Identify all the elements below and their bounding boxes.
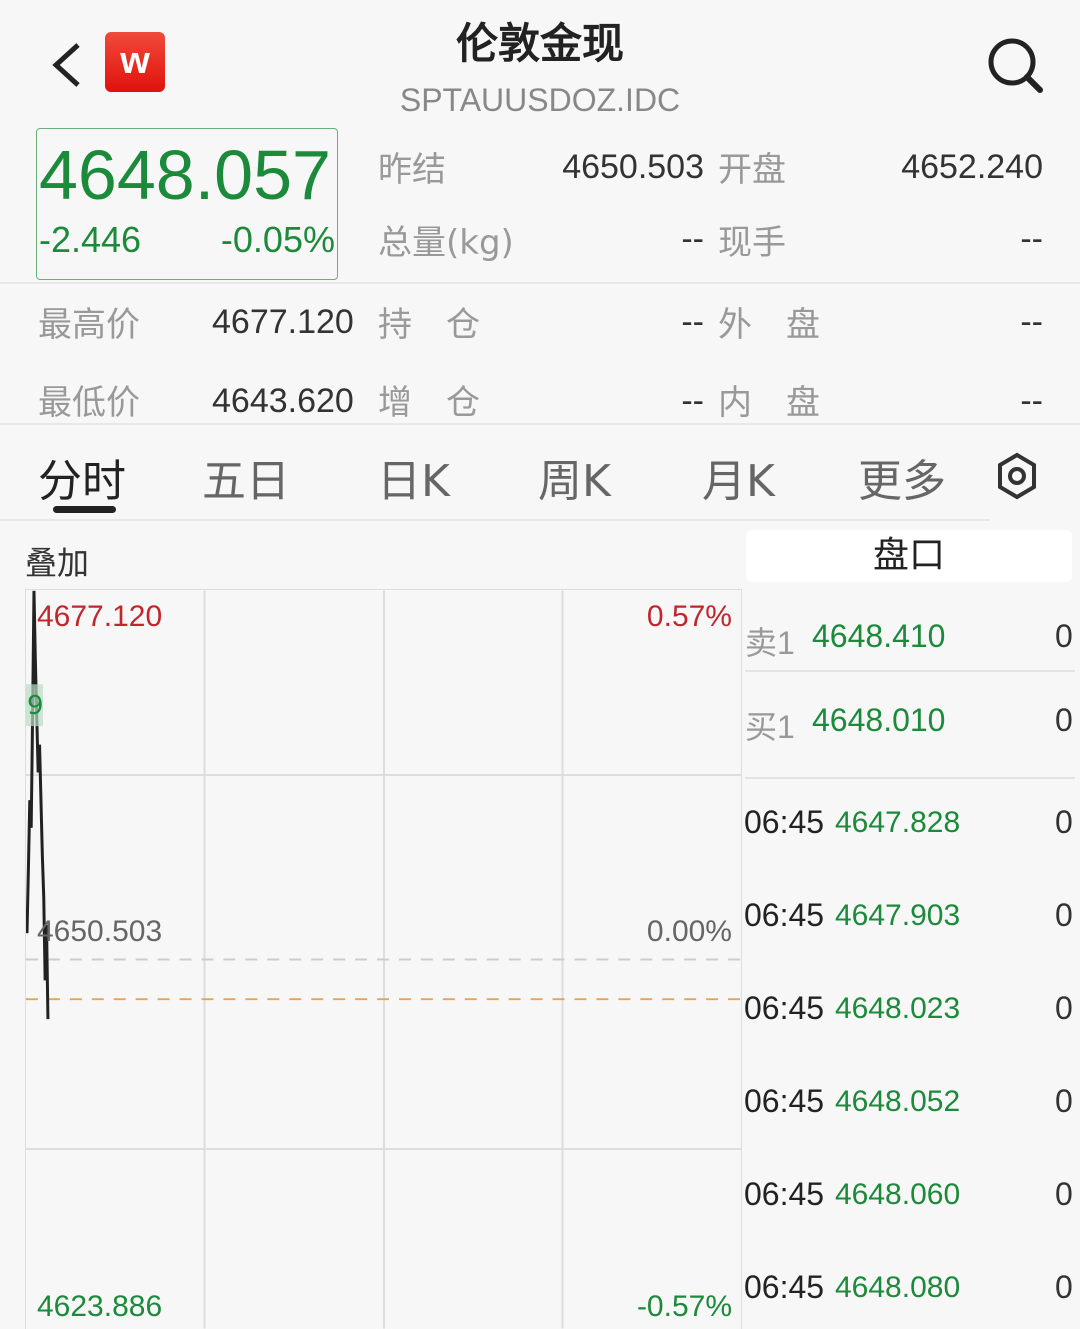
tab-intraday[interactable]: 分时 (38, 456, 126, 507)
field-label: 持 仓 (378, 305, 480, 345)
field-value: 4650.503 (562, 148, 704, 186)
divider (745, 670, 1075, 672)
trade-price: 4648.052 (835, 1085, 961, 1118)
field-value: 4677.120 (212, 303, 354, 341)
trade-time: 06:45 (744, 1269, 825, 1305)
price-change-pct: -0.05% (220, 219, 335, 260)
field-label: 最高价 (38, 305, 140, 345)
tab-daily-k[interactable]: 日K (377, 456, 450, 507)
price-change: -2.446 (39, 219, 142, 260)
trade-volume: 0 (1055, 897, 1073, 933)
trade-price: 4647.903 (835, 899, 961, 932)
orderbook-level-price: 4648.010 (812, 702, 946, 738)
field-value: 4643.620 (212, 382, 354, 420)
search-icon[interactable] (985, 35, 1045, 95)
trade-volume: 0 (1055, 1083, 1073, 1119)
trade-volume: 0 (1055, 804, 1073, 840)
orderbook-level-volume: 0 (1055, 702, 1073, 738)
trade-time: 06:45 (744, 897, 825, 933)
field-value: 4652.240 (901, 148, 1043, 186)
back-icon[interactable] (48, 40, 88, 90)
orderbook-header[interactable]: 盘口 (746, 530, 1072, 582)
price-line (26, 590, 50, 1020)
divider (0, 519, 990, 521)
divider (0, 423, 1080, 425)
tab-weekly-k[interactable]: 周K (538, 456, 611, 507)
y-mid-label: 4650.503 (37, 915, 163, 948)
field-label: 内 盘 (718, 383, 820, 423)
instrument-code: SPTAUUSDOZ.IDC (399, 82, 681, 118)
field-value: -- (681, 303, 704, 341)
field-value: -- (681, 382, 704, 420)
trade-volume: 0 (1055, 990, 1073, 1026)
field-label: 外 盘 (718, 305, 820, 345)
trade-volume: 0 (1055, 1269, 1073, 1305)
settings-icon[interactable] (995, 452, 1039, 500)
price-box: 4648.057 -2.446 -0.05% (36, 128, 338, 280)
orderbook-level-volume: 0 (1055, 618, 1073, 654)
tab-monthly-k[interactable]: 月K (702, 456, 775, 507)
divider (0, 282, 1080, 284)
last-price: 4648.057 (39, 136, 331, 214)
field-label: 开盘 (718, 150, 786, 190)
page-title: 伦敦金现 (455, 19, 624, 68)
pct-min-label: -0.57% (636, 1290, 732, 1323)
field-label: 总量(kg) (378, 223, 514, 263)
tab-five-day[interactable]: 五日 (202, 456, 290, 507)
field-value: -- (1020, 303, 1043, 341)
overlay-button[interactable]: 叠加 (25, 544, 90, 582)
tab-more[interactable]: 更多 (858, 456, 946, 507)
marker-text: 9 (27, 691, 43, 721)
trade-volume: 0 (1055, 1176, 1073, 1212)
y-min-label: 4623.886 (37, 1290, 163, 1323)
trade-time: 06:45 (744, 990, 825, 1026)
trade-price: 4647.828 (835, 806, 961, 839)
app-logo: w (105, 32, 165, 92)
orderbook-level-price: 4648.410 (812, 618, 946, 654)
field-label: 最低价 (38, 383, 140, 423)
pct-max-label: 0.57% (646, 600, 732, 633)
intraday-chart: 9 (25, 589, 742, 1329)
field-value: -- (1020, 220, 1043, 258)
field-label: 昨结 (378, 150, 446, 190)
trade-time: 06:45 (744, 1083, 825, 1119)
field-label: 增 仓 (378, 383, 480, 423)
divider (745, 777, 1075, 779)
y-max-label: 4677.120 (37, 600, 163, 633)
trade-price: 4648.080 (835, 1271, 961, 1304)
field-label: 现手 (718, 223, 786, 263)
trade-time: 06:45 (744, 804, 825, 840)
active-tab-indicator (53, 506, 116, 513)
trade-price: 4648.060 (835, 1178, 961, 1211)
trade-price: 4648.023 (835, 992, 961, 1025)
field-value: -- (681, 220, 704, 258)
orderbook-level-label: 卖1 (745, 625, 795, 661)
pct-mid-label: 0.00% (646, 915, 732, 948)
trade-time: 06:45 (744, 1176, 825, 1212)
marker-badge (26, 684, 43, 727)
orderbook-level-label: 买1 (745, 709, 795, 745)
field-value: -- (1020, 382, 1043, 420)
